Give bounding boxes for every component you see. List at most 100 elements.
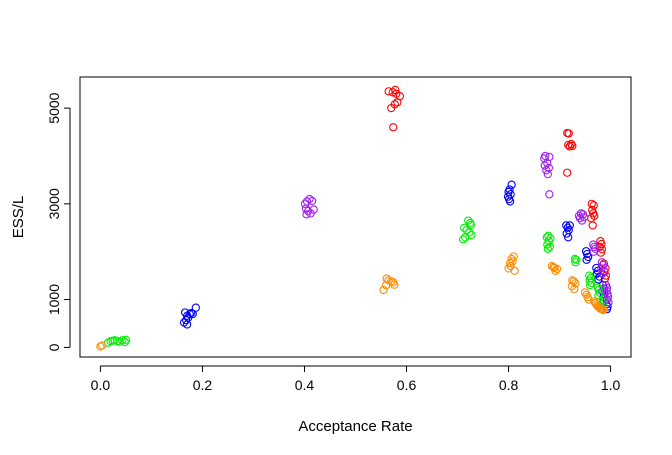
- x-tick-label: 0.6: [397, 377, 417, 393]
- data-point: [575, 214, 585, 223]
- data-point: [505, 197, 515, 206]
- data-point: [580, 288, 590, 297]
- x-tick-label: 0.4: [295, 377, 315, 393]
- data-point: [565, 221, 574, 230]
- data-point: [391, 85, 400, 95]
- data-point: [545, 190, 554, 199]
- data-point: [597, 264, 606, 273]
- data-point: [309, 205, 318, 214]
- data-point: [460, 223, 469, 232]
- data-point: [594, 275, 603, 284]
- x-tick-label: 1.0: [601, 377, 621, 393]
- data-point: [592, 269, 601, 278]
- data-point: [602, 283, 612, 293]
- data-point: [510, 266, 519, 275]
- data-point: [390, 100, 399, 109]
- data-point: [389, 123, 398, 132]
- data-point: [505, 185, 514, 194]
- data-point: [191, 303, 200, 312]
- data-point: [542, 166, 551, 175]
- data-point: [589, 201, 598, 210]
- data-point: [543, 240, 552, 249]
- x-tick-label: 0.2: [193, 377, 213, 393]
- data-point: [181, 315, 191, 325]
- data-point: [307, 196, 317, 206]
- data-point: [118, 336, 127, 345]
- data-point: [568, 141, 577, 151]
- data-point: [589, 247, 598, 256]
- data-point: [563, 168, 572, 177]
- data-point: [603, 289, 612, 298]
- data-point: [579, 213, 589, 222]
- data-point: [182, 320, 192, 329]
- data-point: [564, 233, 573, 242]
- data-point: [570, 284, 579, 294]
- data-point: [390, 280, 399, 289]
- series-2: [103, 216, 609, 347]
- data-point: [300, 199, 310, 208]
- data-point: [305, 194, 314, 204]
- data-points: [96, 85, 613, 351]
- series-4: [96, 252, 608, 351]
- data-point: [604, 298, 613, 307]
- data-point: [96, 342, 105, 351]
- data-point: [567, 282, 576, 291]
- data-point: [544, 163, 554, 173]
- data-point: [464, 216, 473, 225]
- data-point: [467, 230, 476, 240]
- data-point: [544, 231, 553, 241]
- data-point: [302, 210, 311, 219]
- data-point: [588, 221, 597, 230]
- y-axis: 0 1000 3000 5000: [46, 92, 71, 351]
- y-tick-label: 5000: [46, 92, 62, 123]
- y-axis-title: ESS/L: [10, 196, 27, 239]
- x-tick-label: 0.8: [499, 377, 519, 393]
- y-tick-label: 3000: [46, 188, 62, 219]
- data-point: [543, 244, 552, 253]
- data-point: [393, 98, 402, 107]
- series-3: [300, 151, 613, 307]
- series-1: [179, 180, 612, 329]
- data-point: [505, 259, 515, 268]
- data-point: [185, 309, 194, 319]
- data-point: [570, 254, 580, 264]
- data-point: [97, 341, 107, 350]
- data-point: [564, 129, 573, 138]
- data-point: [540, 161, 549, 170]
- data-point: [121, 335, 131, 344]
- series-0: [384, 85, 611, 283]
- data-point: [562, 221, 571, 230]
- data-point: [458, 235, 468, 244]
- data-point: [545, 242, 555, 252]
- data-point: [567, 139, 576, 149]
- data-point: [598, 269, 607, 278]
- data-point: [585, 276, 594, 285]
- x-axis: 0.0 0.2 0.4 0.6 0.8 1.0: [91, 365, 621, 393]
- data-point: [509, 252, 518, 261]
- data-point: [388, 88, 397, 97]
- data-point: [507, 254, 516, 264]
- y-tick-label: 1000: [46, 284, 62, 315]
- data-point: [466, 220, 475, 230]
- data-point: [582, 255, 591, 264]
- x-axis-title: Acceptance Rate: [298, 418, 412, 435]
- data-point: [549, 262, 558, 272]
- data-point: [599, 305, 608, 315]
- data-point: [301, 204, 311, 213]
- data-point: [382, 274, 391, 283]
- data-point: [507, 180, 516, 189]
- data-point: [588, 205, 597, 215]
- data-point: [465, 228, 474, 237]
- data-point: [571, 258, 580, 267]
- data-point: [562, 229, 571, 238]
- data-point: [590, 242, 599, 252]
- data-point: [584, 295, 593, 304]
- plot-area-frame: [79, 76, 632, 358]
- data-point: [594, 291, 603, 300]
- data-point: [586, 281, 595, 290]
- x-tick-label: 0.0: [91, 377, 111, 393]
- y-tick-label: 0: [46, 343, 62, 351]
- data-point: [587, 199, 596, 208]
- data-point: [543, 170, 552, 179]
